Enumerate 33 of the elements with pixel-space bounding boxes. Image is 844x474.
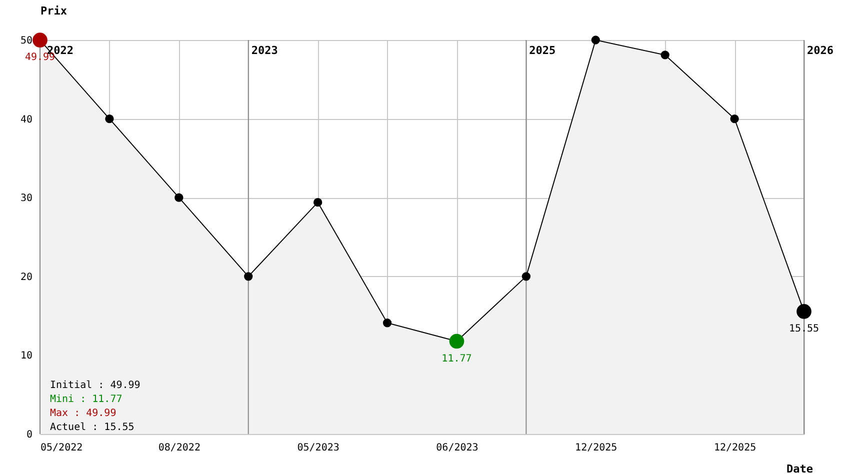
- y-tick-label: 0: [26, 430, 32, 440]
- point: [660, 50, 670, 60]
- x-tick-label: 12/2025: [575, 442, 618, 454]
- x-tick-label: 05/2022: [40, 442, 83, 454]
- point: [313, 198, 322, 207]
- point: [244, 272, 253, 281]
- x-tick-label: 05/2023: [297, 442, 340, 454]
- annotation: Max : 49.99: [50, 408, 116, 419]
- text: 2026: [807, 44, 834, 57]
- point: [382, 318, 392, 328]
- x-axis-title: Date: [786, 462, 814, 474]
- x-tick-label: 12/2025: [714, 442, 756, 454]
- text: 15.55: [788, 323, 820, 334]
- point: [522, 272, 531, 281]
- annotation: 2023: [251, 44, 278, 57]
- point: [105, 114, 114, 124]
- point: [591, 36, 600, 44]
- annotation: Mini : 11.77: [50, 394, 122, 405]
- annotation: Initial : 49.99: [50, 380, 140, 391]
- x-tick-label: 06/2023: [436, 442, 478, 454]
- annotation: 2025: [529, 44, 556, 57]
- y-tick-label: 50: [20, 36, 32, 46]
- y-tick-label: 20: [20, 272, 32, 283]
- point: [730, 114, 739, 124]
- y-tick-label: 30: [20, 193, 32, 204]
- text: 11.77: [442, 353, 472, 364]
- y-axis-title: Prix: [40, 4, 68, 18]
- text: 49.99: [24, 52, 56, 64]
- y-tick-label: 40: [20, 114, 32, 126]
- y-tick-label: 10: [20, 350, 32, 362]
- point: [174, 193, 184, 202]
- annotation: Actuel : 15.55: [50, 422, 134, 433]
- x-tick-label: 08/2022: [158, 442, 200, 454]
